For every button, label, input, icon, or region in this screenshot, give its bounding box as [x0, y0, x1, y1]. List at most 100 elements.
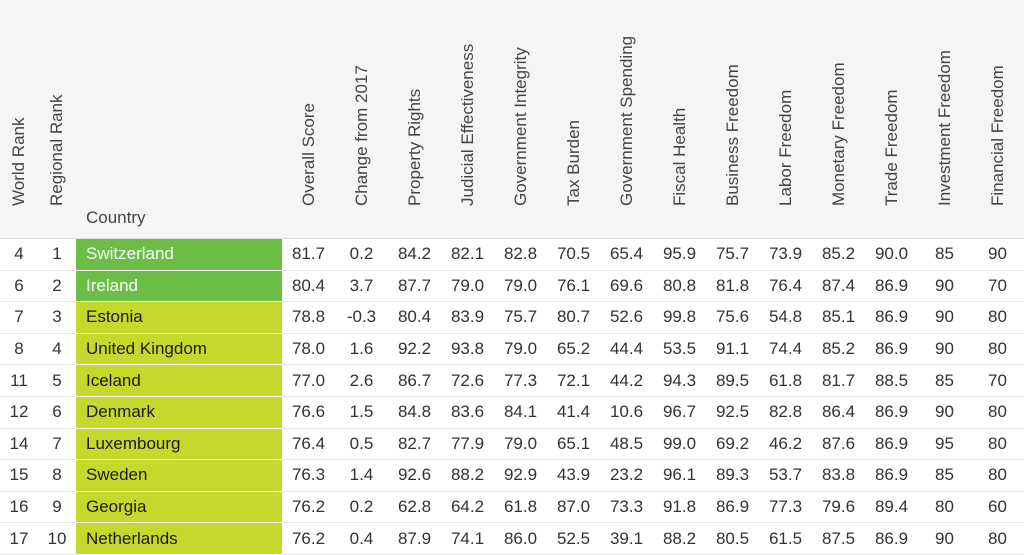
- header-spending[interactable]: Government Spending: [600, 0, 653, 239]
- table-row[interactable]: 4 1 Switzerland 81.7 0.2 84.2 82.1 82.8 70.5 65.4…: [0, 238, 1024, 271]
- cell-fiscal: 94.3: [653, 364, 706, 397]
- cell-country[interactable]: Iceland: [76, 364, 282, 397]
- table-row[interactable]: 14 7 Luxembourg 76.4 0.5 82.7 77.9 79.0 65.1 48.5…: [0, 428, 1024, 461]
- header-integrity[interactable]: Government Integrity: [494, 0, 547, 239]
- header-financial[interactable]: Financial Freedom: [971, 0, 1024, 239]
- table-body: 4 1 Switzerland 81.7 0.2 84.2 82.1 82.8 70.5 65.4…: [0, 238, 1024, 555]
- table-row[interactable]: 15 8 Sweden 76.3 1.4 92.6 88.2 92.9 43.9 23.2 96.1…: [0, 459, 1024, 492]
- cell-integrity: 82.8: [494, 238, 547, 271]
- cell-change: 3.7: [335, 270, 388, 303]
- cell-fiscal: 96.7: [653, 396, 706, 429]
- cell-country[interactable]: Sweden: [76, 459, 282, 492]
- cell-world-rank: 11: [0, 364, 38, 397]
- cell-country[interactable]: Georgia: [76, 491, 282, 524]
- cell-spending: 44.2: [600, 364, 653, 397]
- cell-business: 92.5: [706, 396, 759, 429]
- cell-regional-rank: 10: [38, 522, 76, 555]
- cell-labor: 82.8: [759, 396, 812, 429]
- cell-overall-score: 81.7: [282, 238, 335, 271]
- cell-spending: 39.1: [600, 522, 653, 555]
- table-row[interactable]: 8 4 United Kingdom 78.0 1.6 92.2 93.8 79.0 65.2 4…: [0, 333, 1024, 366]
- cell-country[interactable]: Switzerland: [76, 238, 282, 271]
- header-world-rank[interactable]: World Rank: [0, 0, 38, 239]
- cell-spending: 65.4: [600, 238, 653, 271]
- table-row[interactable]: 12 6 Denmark 76.6 1.5 84.8 83.6 84.1 41.4 10.6 96.…: [0, 396, 1024, 429]
- cell-overall-score: 78.0: [282, 333, 335, 366]
- header-judicial[interactable]: Judicial Effectiveness: [441, 0, 494, 239]
- cell-labor: 54.8: [759, 301, 812, 334]
- cell-change: 2.6: [335, 364, 388, 397]
- cell-fiscal: 99.0: [653, 428, 706, 461]
- header-labor[interactable]: Labor Freedom: [759, 0, 812, 239]
- header-fiscal[interactable]: Fiscal Health: [653, 0, 706, 239]
- header-business[interactable]: Business Freedom: [706, 0, 759, 239]
- cell-fiscal: 80.8: [653, 270, 706, 303]
- cell-country[interactable]: Luxembourg: [76, 428, 282, 461]
- cell-trade: 86.9: [865, 270, 918, 303]
- cell-regional-rank: 3: [38, 301, 76, 334]
- cell-financial: 80: [971, 396, 1024, 429]
- header-overall-score[interactable]: Overall Score: [282, 0, 335, 239]
- table-row[interactable]: 7 3 Estonia 78.8 -0.3 80.4 83.9 75.7 80.7 52.6 99.…: [0, 301, 1024, 334]
- cell-judicial: 93.8: [441, 333, 494, 366]
- cell-business: 91.1: [706, 333, 759, 366]
- cell-world-rank: 6: [0, 270, 38, 303]
- cell-judicial: 83.9: [441, 301, 494, 334]
- cell-investment: 90: [918, 301, 971, 334]
- cell-investment: 90: [918, 270, 971, 303]
- cell-property-rights: 62.8: [388, 491, 441, 524]
- header-tax[interactable]: Tax Burden: [547, 0, 600, 239]
- cell-regional-rank: 2: [38, 270, 76, 303]
- cell-change: -0.3: [335, 301, 388, 334]
- cell-labor: 61.5: [759, 522, 812, 555]
- cell-trade: 86.9: [865, 396, 918, 429]
- cell-country[interactable]: United Kingdom: [76, 333, 282, 366]
- cell-financial: 80: [971, 301, 1024, 334]
- cell-spending: 73.3: [600, 491, 653, 524]
- cell-integrity: 92.9: [494, 459, 547, 492]
- cell-overall-score: 77.0: [282, 364, 335, 397]
- header-monetary[interactable]: Monetary Freedom: [812, 0, 865, 239]
- cell-monetary: 87.6: [812, 428, 865, 461]
- cell-overall-score: 76.2: [282, 522, 335, 555]
- cell-country[interactable]: Ireland: [76, 270, 282, 303]
- table-row[interactable]: 16 9 Georgia 76.2 0.2 62.8 64.2 61.8 87.0 73.3 91.…: [0, 491, 1024, 524]
- table-row[interactable]: 6 2 Ireland 80.4 3.7 87.7 79.0 79.0 76.1 69.6 80.8…: [0, 270, 1024, 303]
- header-investment[interactable]: Investment Freedom: [918, 0, 971, 239]
- header-change[interactable]: Change from 2017: [335, 0, 388, 239]
- cell-labor: 77.3: [759, 491, 812, 524]
- cell-trade: 86.9: [865, 522, 918, 555]
- header-regional-rank[interactable]: Regional Rank: [38, 0, 76, 239]
- cell-integrity: 61.8: [494, 491, 547, 524]
- table-row[interactable]: 11 5 Iceland 77.0 2.6 86.7 72.6 77.3 72.1 44.2 94.…: [0, 364, 1024, 397]
- cell-property-rights: 84.8: [388, 396, 441, 429]
- cell-world-rank: 15: [0, 459, 38, 492]
- cell-investment: 90: [918, 522, 971, 555]
- header-property-rights[interactable]: Property Rights: [388, 0, 441, 239]
- cell-world-rank: 16: [0, 491, 38, 524]
- cell-country[interactable]: Denmark: [76, 396, 282, 429]
- cell-world-rank: 7: [0, 301, 38, 334]
- header-country[interactable]: Country: [76, 0, 282, 239]
- cell-regional-rank: 1: [38, 238, 76, 271]
- cell-property-rights: 87.9: [388, 522, 441, 555]
- cell-regional-rank: 4: [38, 333, 76, 366]
- cell-change: 0.2: [335, 238, 388, 271]
- table-row[interactable]: 17 10 Netherlands 76.2 0.4 87.9 74.1 86.0 52.5 39…: [0, 522, 1024, 555]
- cell-property-rights: 84.2: [388, 238, 441, 271]
- header-trade[interactable]: Trade Freedom: [865, 0, 918, 239]
- cell-tax: 65.2: [547, 333, 600, 366]
- cell-judicial: 64.2: [441, 491, 494, 524]
- cell-monetary: 81.7: [812, 364, 865, 397]
- cell-tax: 52.5: [547, 522, 600, 555]
- cell-investment: 85: [918, 238, 971, 271]
- cell-business: 75.7: [706, 238, 759, 271]
- cell-fiscal: 88.2: [653, 522, 706, 555]
- cell-business: 81.8: [706, 270, 759, 303]
- cell-country[interactable]: Netherlands: [76, 522, 282, 555]
- cell-country[interactable]: Estonia: [76, 301, 282, 334]
- cell-fiscal: 99.8: [653, 301, 706, 334]
- cell-financial: 70: [971, 270, 1024, 303]
- cell-spending: 48.5: [600, 428, 653, 461]
